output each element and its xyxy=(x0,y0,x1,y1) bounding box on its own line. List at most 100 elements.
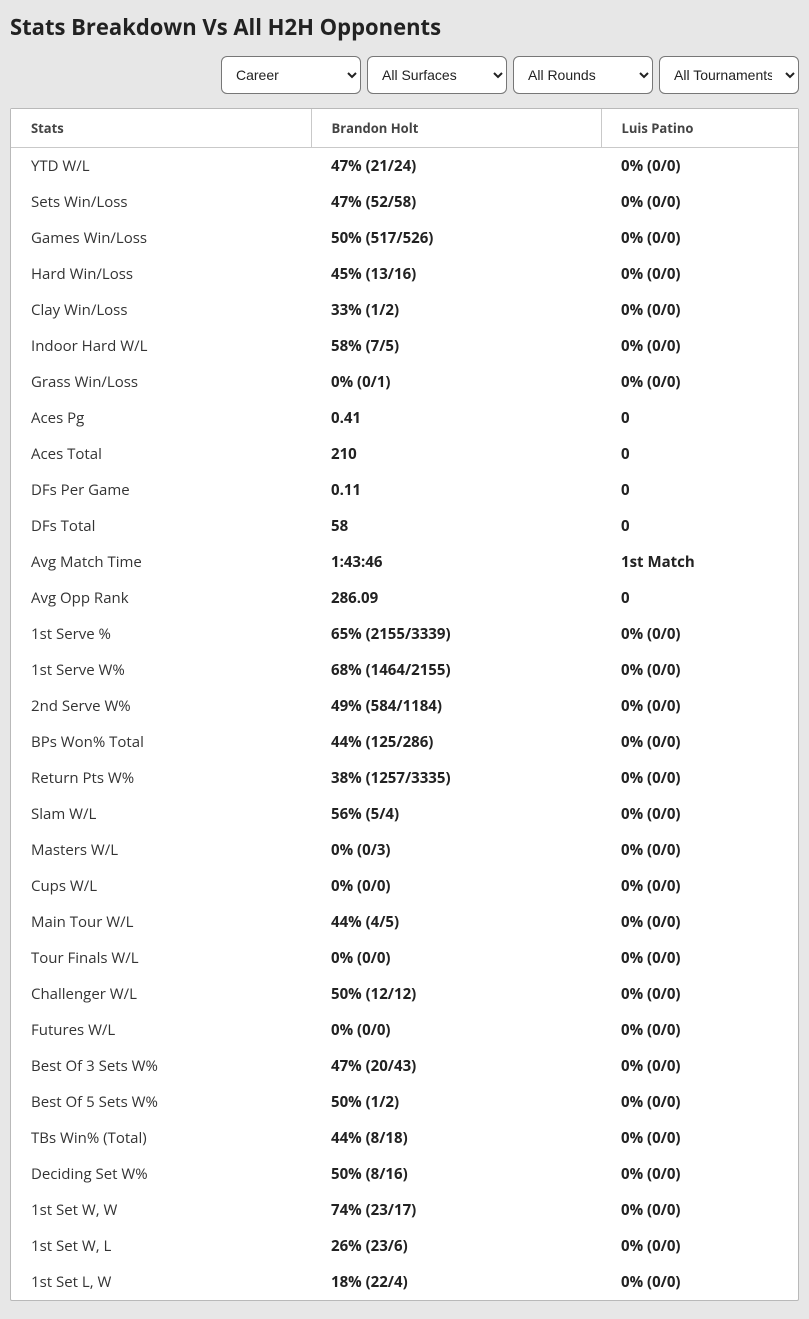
stat-value-player2: 0% (0/0) xyxy=(601,832,798,868)
stat-value-player1: 0.11 xyxy=(311,472,601,508)
stat-value-player2: 0% (0/0) xyxy=(601,940,798,976)
round-select[interactable]: All Rounds xyxy=(513,56,653,94)
stat-label: Challenger W/L xyxy=(11,976,311,1012)
stat-label: Games Win/Loss xyxy=(11,220,311,256)
stat-label: 1st Serve W% xyxy=(11,652,311,688)
table-row: Best Of 5 Sets W%50% (1/2)0% (0/0) xyxy=(11,1084,798,1120)
stat-value-player2: 0% (0/0) xyxy=(601,364,798,400)
stat-value-player2: 0% (0/0) xyxy=(601,1048,798,1084)
stat-value-player1: 44% (8/18) xyxy=(311,1120,601,1156)
stat-value-player2: 0% (0/0) xyxy=(601,328,798,364)
stat-label: TBs Win% (Total) xyxy=(11,1120,311,1156)
stat-value-player1: 286.09 xyxy=(311,580,601,616)
table-row: Tour Finals W/L0% (0/0)0% (0/0) xyxy=(11,940,798,976)
stat-value-player2: 0% (0/0) xyxy=(601,256,798,292)
stat-value-player2: 0% (0/0) xyxy=(601,976,798,1012)
table-row: Sets Win/Loss47% (52/58)0% (0/0) xyxy=(11,184,798,220)
stat-value-player2: 0% (0/0) xyxy=(601,148,798,185)
tournament-select[interactable]: All Tournaments xyxy=(659,56,799,94)
table-row: Main Tour W/L44% (4/5)0% (0/0) xyxy=(11,904,798,940)
stat-label: Indoor Hard W/L xyxy=(11,328,311,364)
stat-value-player2: 0% (0/0) xyxy=(601,1228,798,1264)
table-row: 1st Set L, W18% (22/4)0% (0/0) xyxy=(11,1264,798,1300)
stat-value-player1: 26% (23/6) xyxy=(311,1228,601,1264)
table-row: DFs Total580 xyxy=(11,508,798,544)
table-row: Aces Total2100 xyxy=(11,436,798,472)
table-row: 1st Set W, W74% (23/17)0% (0/0) xyxy=(11,1192,798,1228)
stat-value-player2: 0% (0/0) xyxy=(601,796,798,832)
stat-value-player1: 38% (1257/3335) xyxy=(311,760,601,796)
stat-value-player1: 56% (5/4) xyxy=(311,796,601,832)
stat-value-player1: 0% (0/3) xyxy=(311,832,601,868)
page-title: Stats Breakdown Vs All H2H Opponents xyxy=(10,12,799,42)
stats-table: Stats Brandon Holt Luis Patino YTD W/L47… xyxy=(11,109,798,1300)
stat-label: Avg Match Time xyxy=(11,544,311,580)
stat-value-player2: 0% (0/0) xyxy=(601,868,798,904)
stat-label: Tour Finals W/L xyxy=(11,940,311,976)
table-row: Indoor Hard W/L58% (7/5)0% (0/0) xyxy=(11,328,798,364)
stat-value-player1: 210 xyxy=(311,436,601,472)
stat-value-player1: 68% (1464/2155) xyxy=(311,652,601,688)
stat-value-player2: 0% (0/0) xyxy=(601,184,798,220)
stat-label: BPs Won% Total xyxy=(11,724,311,760)
stat-label: YTD W/L xyxy=(11,148,311,185)
stat-label: DFs Total xyxy=(11,508,311,544)
stat-value-player1: 45% (13/16) xyxy=(311,256,601,292)
table-row: Futures W/L0% (0/0)0% (0/0) xyxy=(11,1012,798,1048)
stat-value-player1: 33% (1/2) xyxy=(311,292,601,328)
surface-select[interactable]: All Surfaces xyxy=(367,56,507,94)
stat-label: 1st Set W, L xyxy=(11,1228,311,1264)
stat-value-player2: 0 xyxy=(601,580,798,616)
stat-value-player2: 0% (0/0) xyxy=(601,292,798,328)
table-row: Aces Pg0.410 xyxy=(11,400,798,436)
table-row: Grass Win/Loss0% (0/1)0% (0/0) xyxy=(11,364,798,400)
stat-label: 1st Set L, W xyxy=(11,1264,311,1300)
table-row: BPs Won% Total44% (125/286)0% (0/0) xyxy=(11,724,798,760)
stat-value-player1: 0% (0/0) xyxy=(311,940,601,976)
stat-label: Sets Win/Loss xyxy=(11,184,311,220)
table-row: Avg Match Time1:43:461st Match xyxy=(11,544,798,580)
col-header-stats: Stats xyxy=(11,109,311,148)
table-row: DFs Per Game0.110 xyxy=(11,472,798,508)
table-header-row: Stats Brandon Holt Luis Patino xyxy=(11,109,798,148)
stat-label: Return Pts W% xyxy=(11,760,311,796)
stat-value-player2: 0% (0/0) xyxy=(601,724,798,760)
stat-value-player2: 0% (0/0) xyxy=(601,616,798,652)
stat-label: Best Of 3 Sets W% xyxy=(11,1048,311,1084)
stat-value-player1: 0% (0/0) xyxy=(311,868,601,904)
stat-value-player2: 0% (0/0) xyxy=(601,760,798,796)
period-select[interactable]: Career xyxy=(221,56,361,94)
stat-label: Futures W/L xyxy=(11,1012,311,1048)
stat-label: DFs Per Game xyxy=(11,472,311,508)
stat-value-player2: 0 xyxy=(601,472,798,508)
table-row: Return Pts W%38% (1257/3335)0% (0/0) xyxy=(11,760,798,796)
stat-label: 2nd Serve W% xyxy=(11,688,311,724)
stat-value-player1: 65% (2155/3339) xyxy=(311,616,601,652)
table-row: Deciding Set W%50% (8/16)0% (0/0) xyxy=(11,1156,798,1192)
table-row: Clay Win/Loss33% (1/2)0% (0/0) xyxy=(11,292,798,328)
stat-value-player2: 0% (0/0) xyxy=(601,1012,798,1048)
stat-label: Clay Win/Loss xyxy=(11,292,311,328)
col-header-player1: Brandon Holt xyxy=(311,109,601,148)
stat-value-player1: 58 xyxy=(311,508,601,544)
stat-value-player2: 0% (0/0) xyxy=(601,652,798,688)
table-row: Games Win/Loss50% (517/526)0% (0/0) xyxy=(11,220,798,256)
stat-value-player1: 0% (0/1) xyxy=(311,364,601,400)
stat-value-player2: 0% (0/0) xyxy=(601,1264,798,1300)
col-header-player2: Luis Patino xyxy=(601,109,798,148)
stat-value-player1: 50% (8/16) xyxy=(311,1156,601,1192)
stat-label: Deciding Set W% xyxy=(11,1156,311,1192)
stat-value-player1: 50% (1/2) xyxy=(311,1084,601,1120)
stat-value-player1: 44% (4/5) xyxy=(311,904,601,940)
stat-value-player1: 47% (21/24) xyxy=(311,148,601,185)
filter-bar: Career All Surfaces All Rounds All Tourn… xyxy=(10,56,799,94)
stat-value-player1: 50% (12/12) xyxy=(311,976,601,1012)
stat-value-player2: 0% (0/0) xyxy=(601,1156,798,1192)
stat-label: Slam W/L xyxy=(11,796,311,832)
table-row: 1st Set W, L26% (23/6)0% (0/0) xyxy=(11,1228,798,1264)
table-row: YTD W/L47% (21/24)0% (0/0) xyxy=(11,148,798,185)
stat-value-player1: 47% (20/43) xyxy=(311,1048,601,1084)
stat-value-player2: 0 xyxy=(601,436,798,472)
table-row: 2nd Serve W%49% (584/1184)0% (0/0) xyxy=(11,688,798,724)
stats-card: Stats Brandon Holt Luis Patino YTD W/L47… xyxy=(10,108,799,1301)
